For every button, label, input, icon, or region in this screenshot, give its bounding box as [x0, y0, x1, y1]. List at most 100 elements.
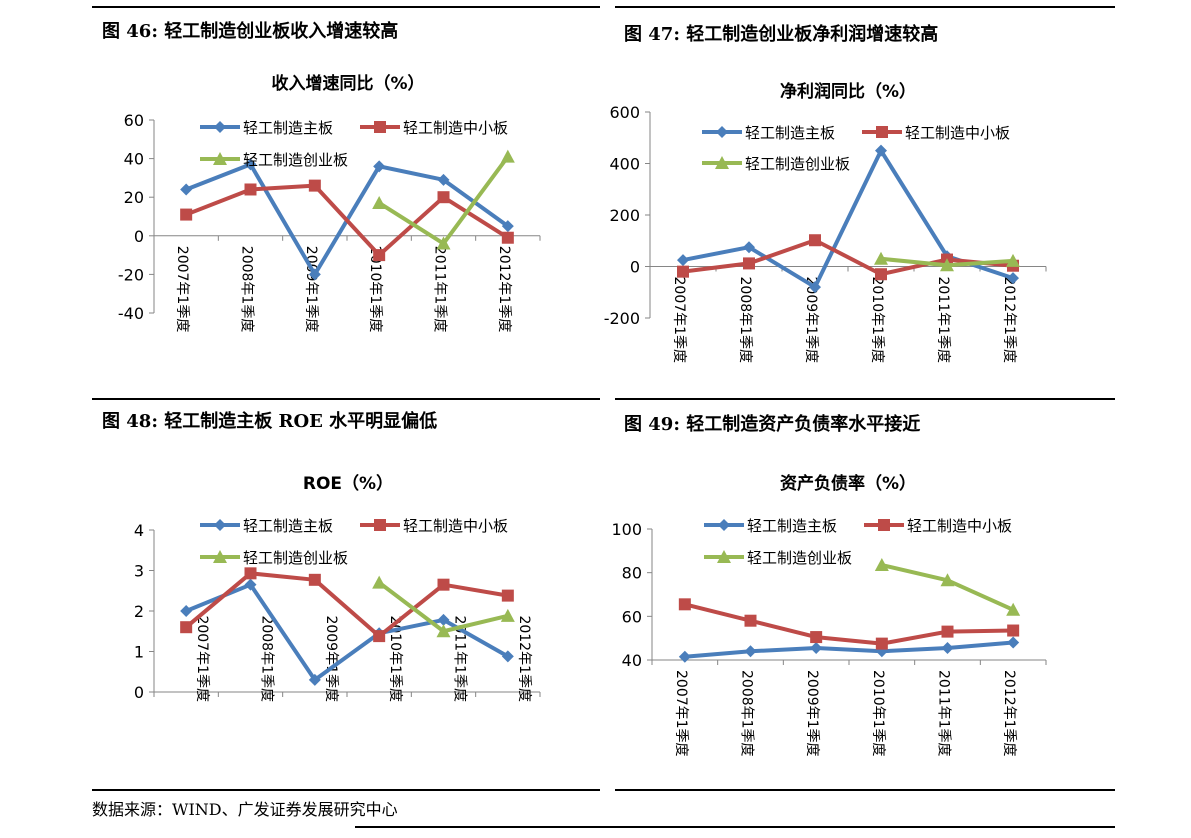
data-point-sme	[244, 183, 257, 196]
data-point-main	[809, 281, 821, 294]
y-tick-label: -200	[604, 309, 640, 328]
series-line-chinext	[881, 563, 1014, 612]
chart-debt-ratio-svg: 资产负债率（%） 40 60 80 100 2007年1季度 2008年1季度 2009年1季…	[611, 473, 1047, 757]
top-rule-right	[615, 6, 1115, 8]
x-tick-label: 2009年1季度	[323, 615, 339, 702]
x-tick-label: 2010年1季度	[870, 670, 886, 757]
data-point-main	[308, 673, 321, 686]
chart-title: 净利润同比（%）	[780, 81, 916, 102]
x-tick-label: 2007年1季度	[174, 246, 190, 333]
data-point-sme	[501, 589, 514, 602]
x-tick-label: 2011年1季度	[936, 670, 952, 757]
data-point-chinext	[874, 251, 888, 265]
y-tick-label: 60	[622, 607, 642, 626]
chart-revenue-growth-svg: 收入增速同比（%） -40 -20 0 20 40 60 2007年1季度 2008年1季度 20…	[118, 73, 541, 333]
legend-marker-main	[214, 121, 226, 133]
series-sme	[678, 598, 1020, 650]
y-tick-label: 0	[134, 683, 144, 702]
x-tick-label: 2007年1季度	[671, 277, 687, 364]
legend-marker-sme	[374, 121, 386, 133]
data-point-main	[244, 578, 257, 591]
legend-label-sme: 轻工制造中小板	[403, 517, 508, 535]
series-line-sme	[684, 602, 1014, 646]
data-point-sme	[244, 567, 257, 580]
mid-rule-right	[615, 398, 1115, 400]
data-point-chinext	[1006, 253, 1020, 267]
data-point-main	[875, 144, 887, 157]
top-rule-left	[92, 6, 600, 8]
data-point-sme	[1007, 624, 1020, 637]
legend-marker-main	[716, 126, 728, 138]
series-chinext	[874, 558, 1021, 616]
chart-debt-ratio: 资产负债率（%） 40 60 80 100 2007年1季度 2008年1季度 2009年1季…	[611, 473, 1047, 757]
data-point-sme	[809, 234, 821, 247]
legend-marker-sme	[876, 126, 888, 138]
data-point-sme	[875, 268, 887, 281]
figure-49-text: 轻工制造资产负债率水平接近	[686, 414, 921, 435]
y-tick-label: 80	[622, 564, 642, 583]
figure-49-label: 图 49:	[624, 414, 680, 435]
data-point-main	[743, 241, 755, 254]
figure-46-label: 图 46:	[102, 21, 158, 42]
x-tick-label: 2008年1季度	[239, 246, 255, 333]
x-tick-label: 2010年1季度	[367, 246, 383, 333]
y-tick-label: -40	[118, 304, 144, 323]
figure-47-label: 图 47:	[624, 24, 680, 45]
x-tick-label: 2009年1季度	[303, 246, 319, 333]
data-point-sme	[677, 265, 689, 278]
data-point-main	[744, 645, 757, 658]
series-chinext	[372, 575, 515, 638]
y-tick-label: -20	[118, 265, 144, 284]
data-point-chinext	[436, 624, 451, 638]
y-tick-label: 40	[124, 150, 144, 169]
chart-net-profit-growth-svg: 净利润同比（%） -200 0 200 400 600 2007年1季度 2008年1季度 20…	[604, 81, 1047, 364]
data-point-sme	[180, 621, 193, 634]
chart-title: 资产负债率（%）	[780, 473, 916, 494]
figure-47-text: 轻工制造创业板净利润增速较高	[686, 24, 939, 45]
y-tick-label: 3	[134, 562, 144, 581]
data-point-sme	[875, 637, 888, 650]
data-point-chinext	[436, 236, 451, 250]
y-tick-label: 60	[124, 111, 144, 130]
x-tick-label: 2007年1季度	[673, 670, 689, 757]
data-point-sme	[678, 598, 691, 611]
legend-label-main: 轻工制造主板	[747, 517, 837, 535]
legend-marker-chinext	[213, 152, 227, 165]
y-tick-label: 1	[134, 643, 144, 662]
y-tick-label: 0	[134, 227, 144, 246]
bottom-rule-left	[92, 789, 600, 791]
y-tick-label: 100	[611, 520, 642, 539]
figure-47-title: 图 47: 轻工制造创业板净利润增速较高	[624, 20, 938, 46]
data-point-sme	[810, 631, 823, 644]
series-main	[678, 636, 1020, 663]
data-point-main	[677, 254, 689, 267]
data-point-chinext	[1006, 602, 1021, 616]
data-point-main	[810, 641, 823, 654]
chart-title: ROE（%）	[303, 473, 393, 494]
figure-46-text: 轻工制造创业板收入增速较高	[164, 21, 399, 42]
legend-marker-sme	[374, 519, 386, 531]
legend-label-sme: 轻工制造中小板	[905, 124, 1010, 142]
legend-marker-chinext	[715, 156, 729, 169]
bottom-rule-right	[615, 789, 1115, 791]
data-point-chinext	[874, 558, 889, 572]
legend-label-main: 轻工制造主板	[745, 124, 835, 142]
footer-rule	[355, 826, 1115, 828]
y-tick-label: 400	[609, 155, 640, 174]
series-chinext	[874, 251, 1020, 272]
legend-marker-chinext	[717, 550, 731, 563]
series-sme	[180, 179, 514, 262]
data-point-sme	[941, 625, 954, 638]
data-point-chinext	[940, 573, 955, 587]
chart-net-profit-growth: 净利润同比（%） -200 0 200 400 600 2007年1季度 2008年1季度 20…	[0, 0, 1191, 395]
legend-label-main: 轻工制造主板	[243, 119, 333, 137]
x-tick-label: 2010年1季度	[869, 277, 885, 364]
y-tick-label: 20	[124, 188, 144, 207]
data-point-main	[678, 650, 691, 663]
y-tick-label: 600	[609, 103, 640, 122]
series-line-sme	[184, 571, 509, 639]
legend-label-sme: 轻工制造中小板	[907, 517, 1012, 535]
data-point-sme	[308, 573, 321, 586]
figure-48-title: 图 48: 轻工制造主板 ROE 水平明显偏低	[102, 407, 437, 433]
data-point-main	[1007, 636, 1020, 649]
